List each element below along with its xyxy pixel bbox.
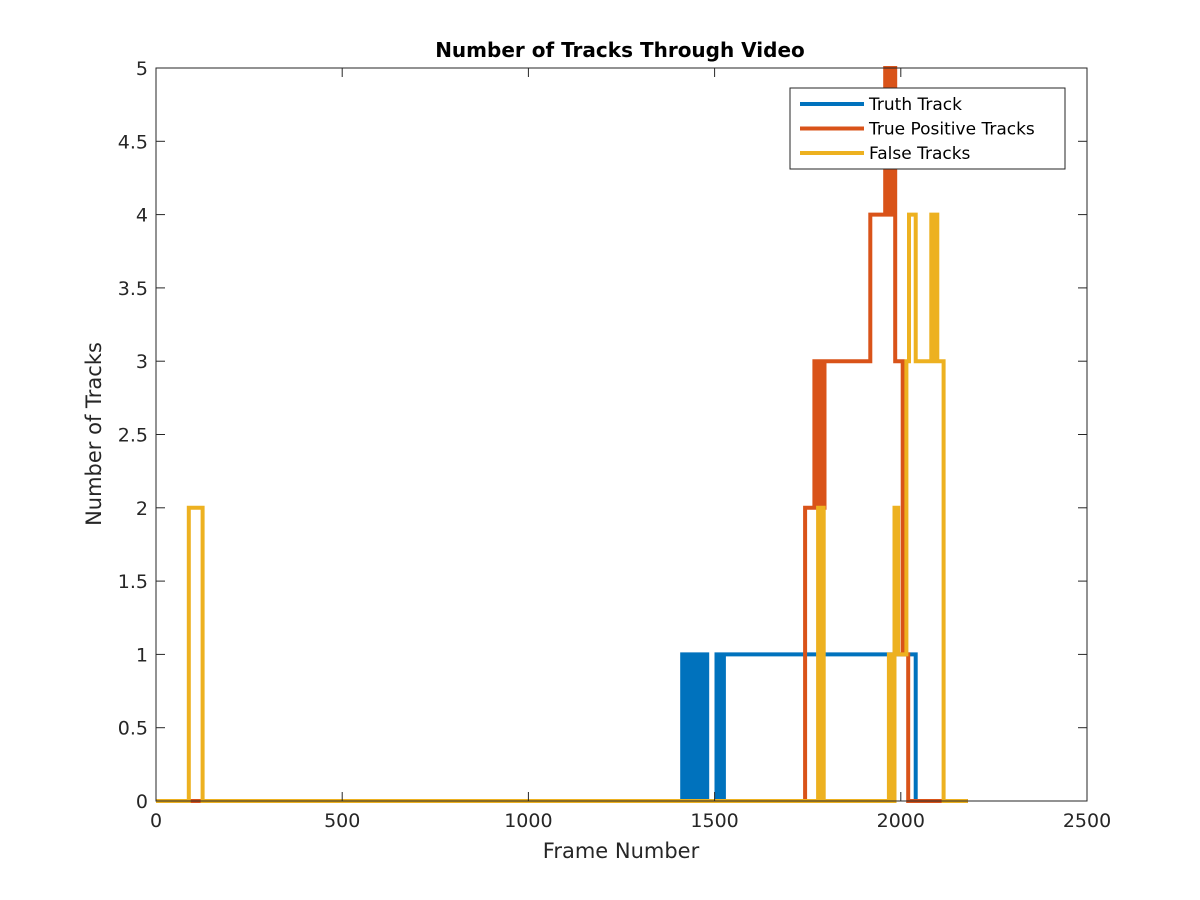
x-tick-label: 0 xyxy=(150,810,162,832)
x-tick-label: 500 xyxy=(324,810,360,832)
y-tick-label: 3.5 xyxy=(118,278,148,300)
series-line-2 xyxy=(156,66,968,803)
tick-layer: 0 500 1000 1500 2000 2500 0 0.5 1 1.5 2 2.5 3 3.5 4 4.5… xyxy=(118,58,1111,832)
series-line-1 xyxy=(156,652,968,803)
y-axis-label: Number of Tracks xyxy=(82,342,106,526)
legend-label-2: True Positive Tracks xyxy=(868,120,1035,140)
y-tick-label: 2 xyxy=(136,498,148,520)
x-axis-label: Frame Number xyxy=(543,839,700,863)
y-tick-label: 4 xyxy=(136,205,148,227)
legend: Truth Track True Positive Tracks False Tra… xyxy=(789,87,1066,170)
y-tick-label: 4.5 xyxy=(118,131,148,153)
y-tick-label: 0 xyxy=(136,791,148,813)
plot-area xyxy=(156,68,1087,801)
y-tick-label: 3 xyxy=(136,351,148,373)
x-tick-label: 1500 xyxy=(690,810,738,832)
legend-items: Truth Track True Positive Tracks False Tra… xyxy=(800,95,1035,164)
x-tick-label: 2500 xyxy=(1063,810,1111,832)
x-tick-label: 1000 xyxy=(504,810,552,832)
x-tick-label: 2000 xyxy=(877,810,925,832)
y-tick-label: 0.5 xyxy=(118,718,148,740)
y-tick-label: 2.5 xyxy=(118,425,148,447)
y-tick-label: 1.5 xyxy=(118,571,148,593)
legend-label-1: Truth Track xyxy=(868,95,962,115)
legend-label-3: False Tracks xyxy=(869,144,971,164)
y-tick-label: 1 xyxy=(136,644,148,666)
chart-title: Number of Tracks Through Video xyxy=(435,38,805,62)
y-tick-label: 5 xyxy=(136,58,148,80)
